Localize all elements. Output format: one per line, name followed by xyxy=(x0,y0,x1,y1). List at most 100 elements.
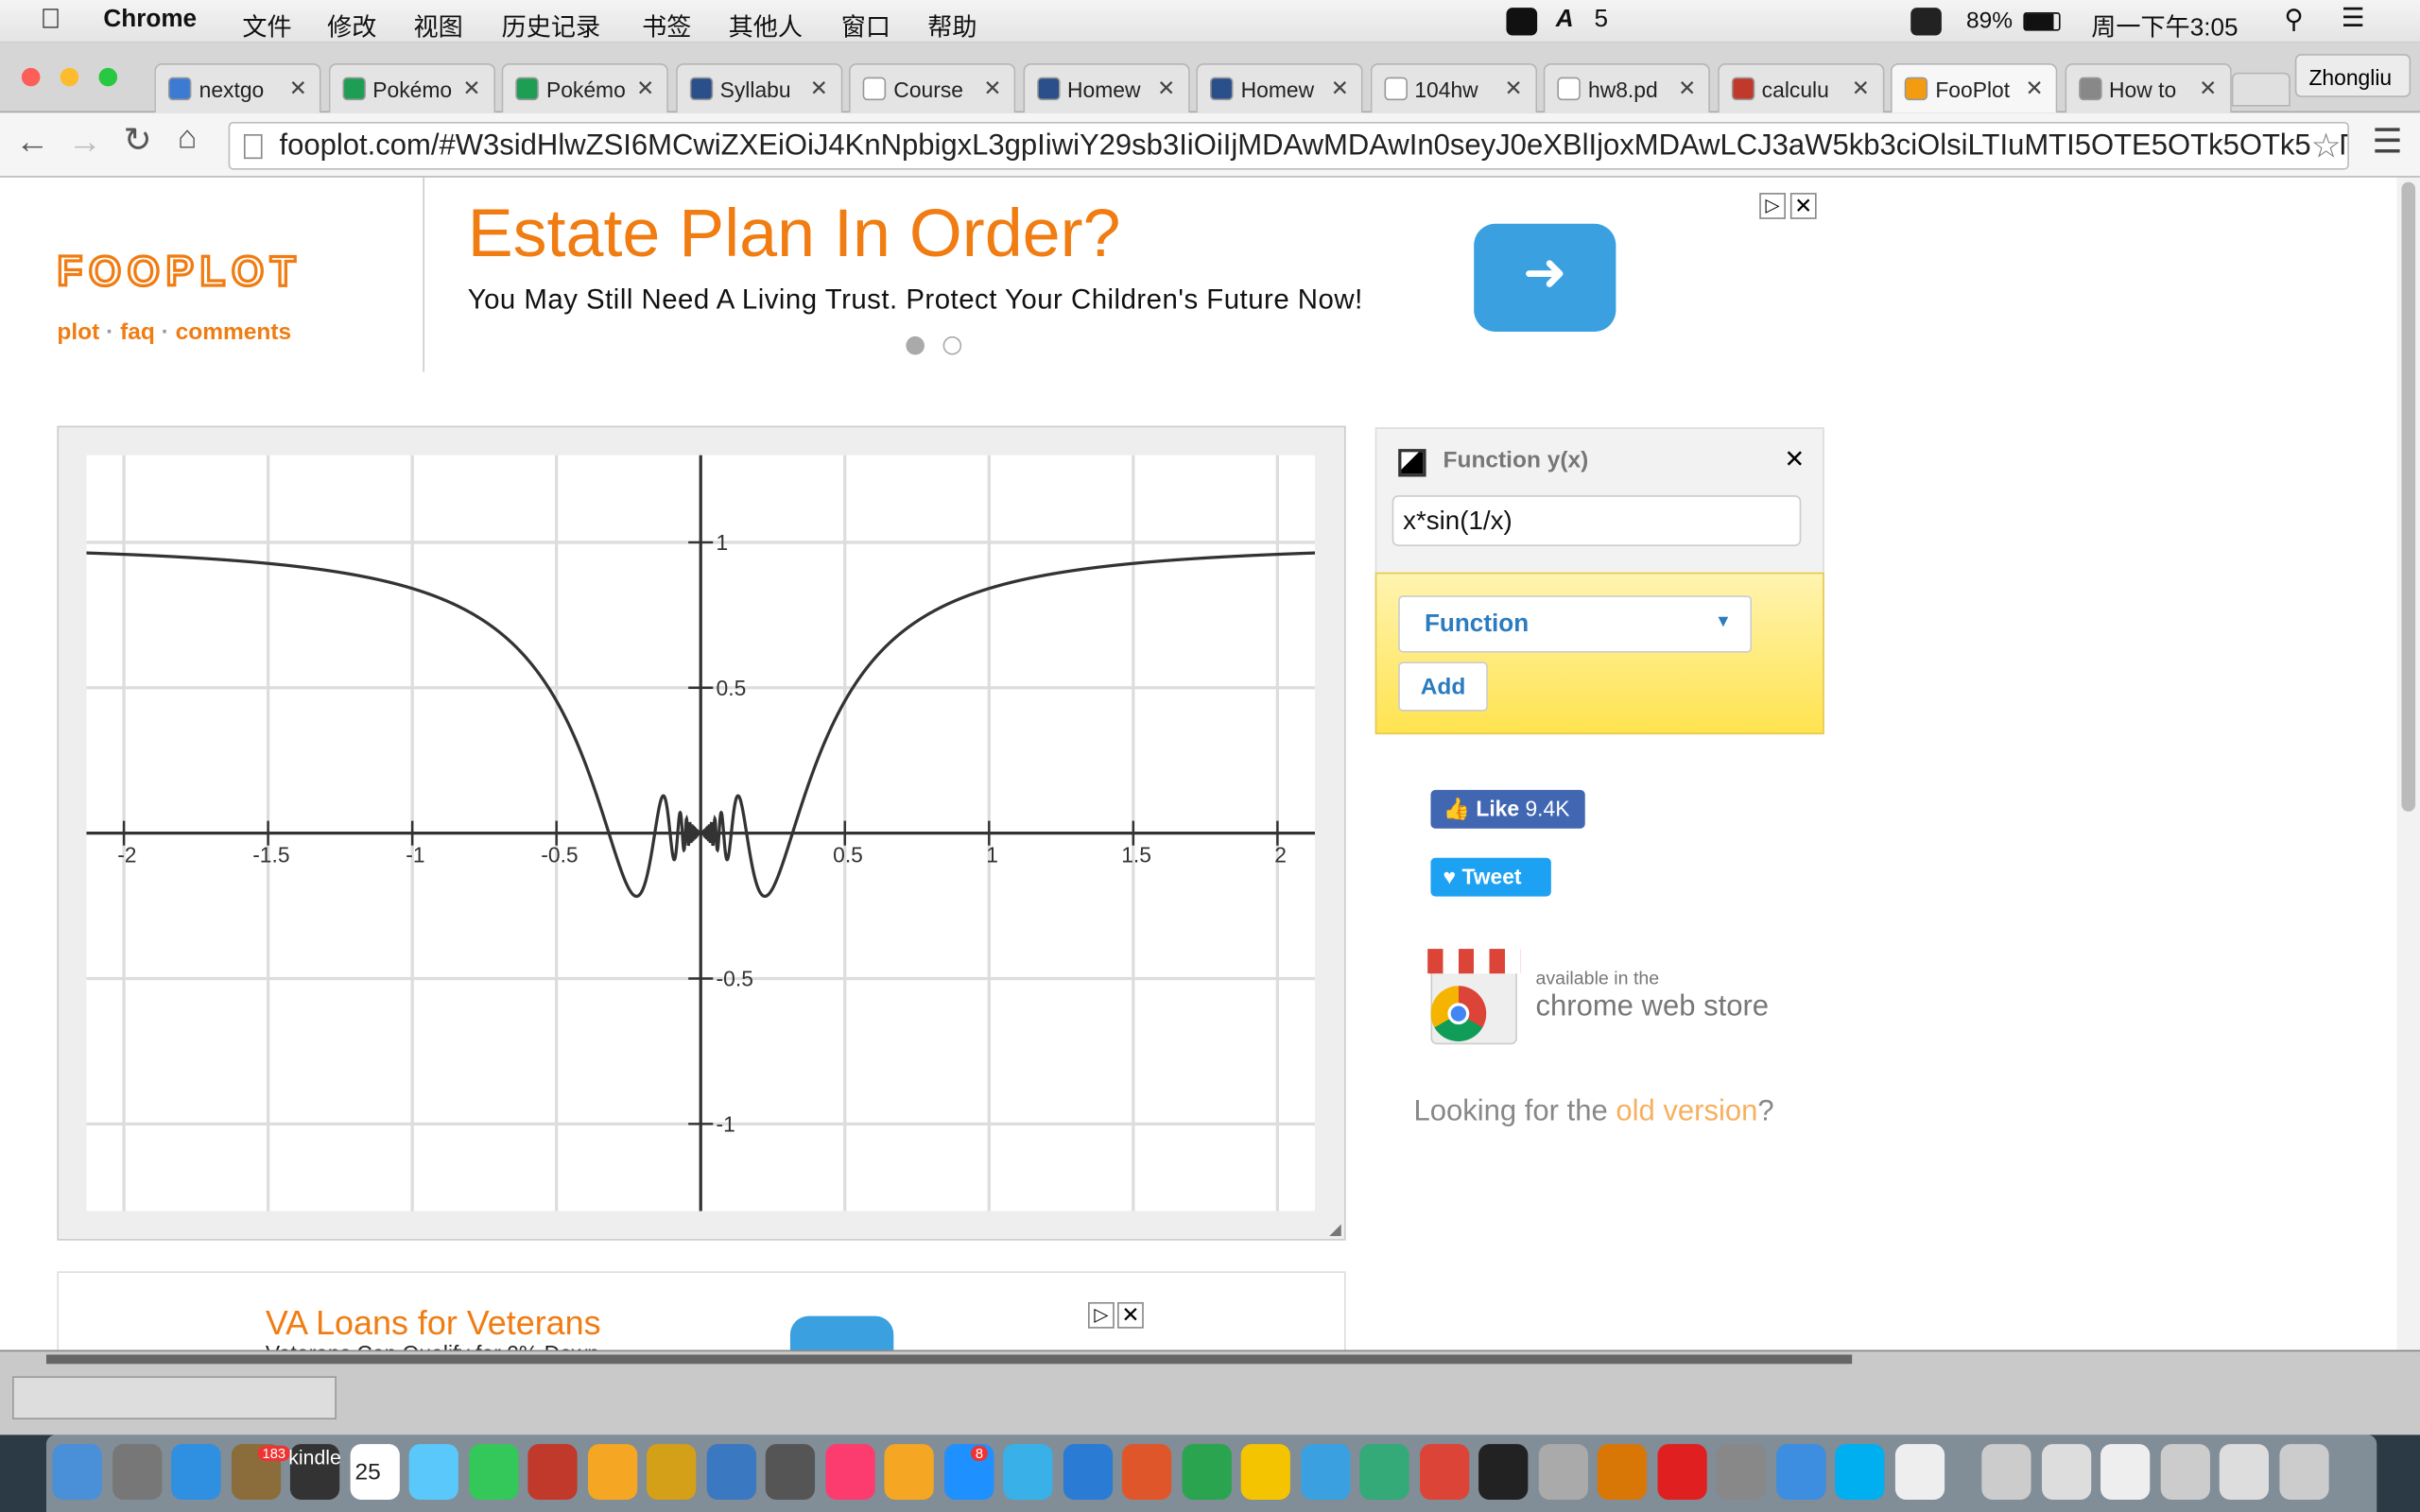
scroll-thumb[interactable] xyxy=(2401,181,2416,812)
menu-item[interactable]: 帮助 xyxy=(927,15,977,43)
spotlight[interactable]: ⚲ xyxy=(2284,4,2304,34)
reload-button[interactable]: ↻ xyxy=(123,120,152,160)
new-tab[interactable] xyxy=(2231,72,2290,107)
dock-icon[interactable] xyxy=(647,1444,697,1500)
dock-icon[interactable] xyxy=(349,1444,400,1500)
carousel-dot[interactable] xyxy=(906,335,925,355)
status-icon[interactable] xyxy=(1910,8,1942,36)
zoom-window[interactable] xyxy=(98,67,118,87)
function-input[interactable]: x*sin(1/x) xyxy=(1392,495,1802,546)
dock-icon[interactable] xyxy=(1835,1444,1885,1500)
tweet-button[interactable]: ♥ Tweet xyxy=(1430,857,1551,897)
tab-close[interactable]: ✕ xyxy=(636,76,655,101)
chrome-store-icon[interactable] xyxy=(1427,949,1521,1046)
minimize-window[interactable] xyxy=(60,67,79,87)
dock-icon[interactable] xyxy=(1597,1444,1648,1500)
profile-button[interactable]: Zhongliu xyxy=(2294,54,2411,97)
dock-icon[interactable] xyxy=(112,1444,162,1500)
dock-icon[interactable] xyxy=(1300,1444,1350,1500)
dock-icon[interactable] xyxy=(1240,1444,1290,1500)
apple-menu[interactable]:  xyxy=(40,3,60,35)
tab[interactable]: nextgo ✕ xyxy=(154,62,321,113)
tab[interactable]: Syllabu ✕ xyxy=(675,62,842,113)
ad-choices[interactable]: ▷ xyxy=(1088,1301,1115,1329)
menu-item[interactable]: 书签 xyxy=(642,15,692,43)
view-toolbar[interactable] xyxy=(12,1376,337,1420)
remove-function[interactable]: ✕ xyxy=(1784,447,1806,474)
notification-center[interactable]: ☰ xyxy=(2341,3,2365,33)
menu-item[interactable]: 文件 xyxy=(242,15,292,43)
chrome-menu[interactable]: ☰ xyxy=(2372,121,2403,161)
ad-button[interactable]: ➜ xyxy=(1474,223,1616,333)
dock-icon[interactable] xyxy=(1478,1444,1529,1500)
back-button[interactable]: ← xyxy=(15,121,50,161)
ad-body[interactable]: Veterans Can Qualify for 0% Down xyxy=(266,1341,599,1350)
tab[interactable]: Course ✕ xyxy=(848,62,1016,113)
ad-body[interactable]: You May Still Need A Living Trust. Prote… xyxy=(467,284,1363,316)
resize-handle[interactable]: ◢ xyxy=(1329,1222,1341,1240)
menu-item[interactable]: 视图 xyxy=(413,15,463,43)
tab-close[interactable]: ✕ xyxy=(2025,76,2044,101)
dock-icon[interactable] xyxy=(884,1444,934,1500)
logo[interactable]: FOOPLOT xyxy=(56,247,302,296)
dock-icon[interactable] xyxy=(1359,1444,1409,1500)
dock-icon[interactable] xyxy=(2278,1444,2328,1500)
old-version-link[interactable]: old version xyxy=(1616,1095,1758,1128)
dock-icon[interactable] xyxy=(587,1444,637,1500)
ad-button[interactable] xyxy=(789,1315,894,1350)
address-bar[interactable]: fooplot.com/#W3sidHlwZSI6MCwiZXEiOiJ4KnN… xyxy=(228,121,2349,170)
dock-icon[interactable] xyxy=(1003,1444,1053,1500)
dock-icon[interactable] xyxy=(2219,1444,2269,1500)
dock-icon[interactable] xyxy=(1121,1444,1172,1500)
dock-icon[interactable] xyxy=(408,1444,458,1500)
tab[interactable]: calculu ✕ xyxy=(1717,62,1884,113)
dock-icon[interactable] xyxy=(1063,1444,1113,1500)
tab-close[interactable]: ✕ xyxy=(1504,76,1523,101)
dock-icon[interactable] xyxy=(1419,1444,1469,1500)
tab-close[interactable]: ✕ xyxy=(2199,76,2218,101)
ad-headline[interactable]: Estate Plan In Order? xyxy=(467,196,1121,272)
type-select[interactable]: Function ▼ xyxy=(1398,595,1753,653)
menu-item[interactable]: 窗口 xyxy=(840,15,891,43)
tab[interactable]: Homew ✕ xyxy=(1022,62,1189,113)
dock-icon[interactable] xyxy=(1181,1444,1232,1500)
tab[interactable]: How to ✕ xyxy=(2064,62,2231,113)
ad-headline[interactable]: VA Loans for Veterans xyxy=(265,1303,601,1343)
close-window[interactable] xyxy=(21,67,41,87)
dock-icon[interactable] xyxy=(52,1444,102,1500)
dock-icon[interactable] xyxy=(765,1444,816,1500)
tab-close[interactable]: ✕ xyxy=(1330,76,1349,101)
dock-icon[interactable] xyxy=(527,1444,578,1500)
dock-icon[interactable] xyxy=(1716,1444,1766,1500)
ad-close[interactable]: ✕ xyxy=(1117,1301,1144,1329)
dock-icon[interactable] xyxy=(1981,1444,2031,1500)
dock-icon[interactable] xyxy=(1537,1444,1588,1500)
tab[interactable]: Homew ✕ xyxy=(1196,62,1363,113)
dock-icon[interactable] xyxy=(2041,1444,2091,1500)
dock-icon[interactable] xyxy=(171,1444,221,1500)
tab[interactable]: Pokémo ✕ xyxy=(501,62,668,113)
bookmark-star[interactable]: ☆ xyxy=(2310,126,2342,167)
dock-icon[interactable] xyxy=(289,1444,340,1500)
ad-choices[interactable]: ▷ xyxy=(1759,193,1786,219)
dock-icon[interactable] xyxy=(1656,1444,1706,1500)
ad-close[interactable]: ✕ xyxy=(1789,193,1817,219)
tab-close[interactable]: ✕ xyxy=(809,76,828,101)
menu-item[interactable]: 历史记录 xyxy=(501,15,601,43)
menu-item[interactable]: 修改 xyxy=(327,15,377,43)
dock-icon[interactable] xyxy=(2100,1444,2151,1500)
dock-icon[interactable] xyxy=(824,1444,874,1500)
color-swatch[interactable] xyxy=(1398,449,1426,477)
tab-close[interactable]: ✕ xyxy=(1157,76,1176,101)
nav-link[interactable]: plot xyxy=(57,318,100,346)
status-icon[interactable] xyxy=(1506,8,1538,36)
plot[interactable]: -2 -1.5 -1 -0.5 0.5 1 1.5 2 1 0.5 -0.5 -1 xyxy=(86,455,1316,1211)
nav-link[interactable]: comments xyxy=(175,318,292,346)
tab-close[interactable]: ✕ xyxy=(288,76,307,101)
dock-icon[interactable] xyxy=(1894,1444,1945,1500)
like-button[interactable]: 👍 Like 9.4K xyxy=(1430,789,1585,829)
tab[interactable]: hw8.pd ✕ xyxy=(1543,62,1710,113)
store-line1[interactable]: available in the xyxy=(1535,967,1660,989)
menu-item[interactable]: 其他人 xyxy=(728,15,804,43)
battery-icon[interactable] xyxy=(2023,12,2061,31)
